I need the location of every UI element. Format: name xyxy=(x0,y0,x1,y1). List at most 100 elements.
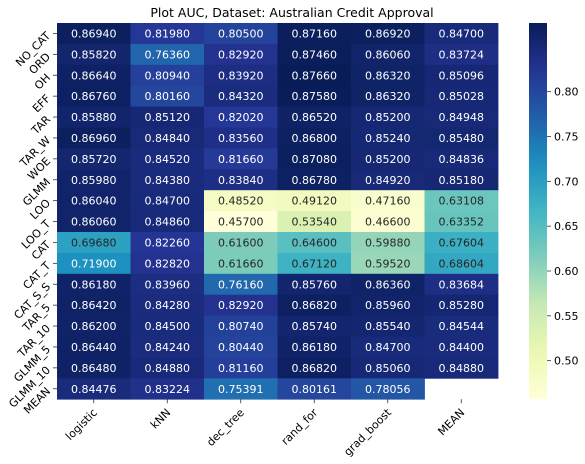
heatmap-cell xyxy=(351,23,425,45)
cell-label: 0.85760 xyxy=(292,278,338,291)
heatmap-cell xyxy=(204,273,278,296)
cell-label: 0.86040 xyxy=(71,195,117,208)
heatmap-cell xyxy=(57,273,131,296)
heatmap-cell xyxy=(130,106,205,128)
heatmap-cell xyxy=(130,64,205,87)
cell-label: 0.86320 xyxy=(365,90,411,103)
cell-label: 0.86440 xyxy=(71,341,117,354)
cell-label: 0.85060 xyxy=(365,362,411,375)
heatmap-cell xyxy=(130,23,205,45)
cell-label: 0.87460 xyxy=(292,48,338,61)
heatmap-cell xyxy=(57,232,131,254)
heatmap-cell xyxy=(424,357,499,379)
cell-label: 0.84544 xyxy=(439,320,485,333)
cell-label: 0.86320 xyxy=(365,69,411,82)
heatmap-cell xyxy=(351,127,425,149)
heatmap-cell xyxy=(277,336,352,358)
heatmap-cell xyxy=(57,315,131,337)
colorbar-tick-label: 0.70 xyxy=(554,175,579,188)
cell-label: 0.83840 xyxy=(218,174,264,187)
heatmap-cell xyxy=(277,252,352,275)
heatmap-cell xyxy=(204,336,278,358)
cell-label: 0.86060 xyxy=(71,216,117,229)
cell-label: 0.83560 xyxy=(218,132,264,145)
row-tick-label: EFF xyxy=(30,92,53,115)
cell-label: 0.86820 xyxy=(292,362,338,375)
heatmap-cell xyxy=(351,294,425,316)
cell-label: 0.85028 xyxy=(439,90,485,103)
colorbar-tick-label: 0.75 xyxy=(554,131,579,144)
cell-label: 0.84400 xyxy=(439,341,485,354)
heatmap-cell xyxy=(424,273,499,296)
cell-label: 0.86200 xyxy=(71,320,117,333)
cell-label: 0.85120 xyxy=(145,111,191,124)
colorbar-tick-label: 0.50 xyxy=(554,355,579,368)
heatmap-cell xyxy=(204,43,278,66)
heatmap-cell xyxy=(204,315,278,337)
heatmap-cell xyxy=(351,315,425,337)
cell-label: 0.85480 xyxy=(439,132,485,145)
cell-label: 0.53540 xyxy=(292,216,338,229)
heatmap-cell xyxy=(204,232,278,254)
cell-label: 0.75391 xyxy=(218,383,264,396)
cell-label: 0.63108 xyxy=(439,195,485,208)
heatmap-cell xyxy=(277,148,352,170)
heatmap-cell xyxy=(424,23,499,45)
cell-label: 0.80160 xyxy=(145,90,191,103)
cell-label: 0.84836 xyxy=(439,153,485,166)
cell-label: 0.84948 xyxy=(439,111,485,124)
chart-title: Plot AUC, Dataset: Australian Credit App… xyxy=(150,5,433,20)
heatmap-cell xyxy=(351,378,425,400)
heatmap-cell xyxy=(424,127,499,149)
heatmap-cell xyxy=(130,43,205,66)
cell-label: 0.81980 xyxy=(145,27,191,40)
heatmap-cell xyxy=(130,357,205,379)
heatmap-cell xyxy=(204,357,278,379)
cell-label: 0.82920 xyxy=(218,299,264,312)
cell-label: 0.61600 xyxy=(218,236,264,249)
heatmap-cell xyxy=(351,43,425,66)
heatmap-cell xyxy=(57,211,131,233)
cell-label: 0.87160 xyxy=(292,27,338,40)
heatmap-cell xyxy=(130,190,205,212)
cell-label: 0.71900 xyxy=(71,257,117,270)
cell-label: 0.67120 xyxy=(292,257,338,270)
heatmap-cells: 0.86940 0.81980 0.80500 0.87160 0.86920 0.847… xyxy=(57,23,499,400)
colorbar-tick-label: 0.60 xyxy=(554,265,579,278)
cell-label: 0.80440 xyxy=(218,341,264,354)
heatmap-cell xyxy=(130,127,205,149)
cell-label: 0.84880 xyxy=(439,362,485,375)
heatmap-cell xyxy=(424,43,499,66)
heatmap-cell xyxy=(424,252,499,275)
column-tick-label: grad_boost xyxy=(341,406,394,459)
cell-label: 0.85540 xyxy=(365,320,411,333)
heatmap-cell xyxy=(424,64,499,87)
cell-label: 0.69680 xyxy=(71,236,117,249)
cell-label: 0.87080 xyxy=(292,153,338,166)
cell-label: 0.84700 xyxy=(365,341,411,354)
heatmap-cell xyxy=(57,294,131,316)
cell-label: 0.82020 xyxy=(218,111,264,124)
heatmap-cell xyxy=(57,378,131,400)
cell-label: 0.68604 xyxy=(439,257,485,270)
cell-label: 0.84860 xyxy=(145,216,191,229)
cell-label: 0.86640 xyxy=(71,69,117,82)
cell-label: 0.84840 xyxy=(145,132,191,145)
heatmap-cell xyxy=(424,232,499,254)
cell-label: 0.85200 xyxy=(365,153,411,166)
heatmap-cell xyxy=(130,315,205,337)
heatmap-cell xyxy=(351,190,425,212)
cell-label: 0.47160 xyxy=(365,195,411,208)
row-tick-label: TAR xyxy=(28,113,53,138)
heatmap-cell xyxy=(277,169,352,191)
heatmap-cell xyxy=(351,273,425,296)
heatmap-cell xyxy=(351,148,425,170)
heatmap-cell xyxy=(351,232,425,254)
heatmap-cell xyxy=(351,64,425,87)
cell-label: 0.85880 xyxy=(71,111,117,124)
cell-label: 0.86800 xyxy=(292,132,338,145)
heatmap-cell xyxy=(424,211,499,233)
cell-label: 0.86760 xyxy=(71,90,117,103)
heatmap-cell xyxy=(204,148,278,170)
cell-label: 0.59520 xyxy=(365,257,411,270)
